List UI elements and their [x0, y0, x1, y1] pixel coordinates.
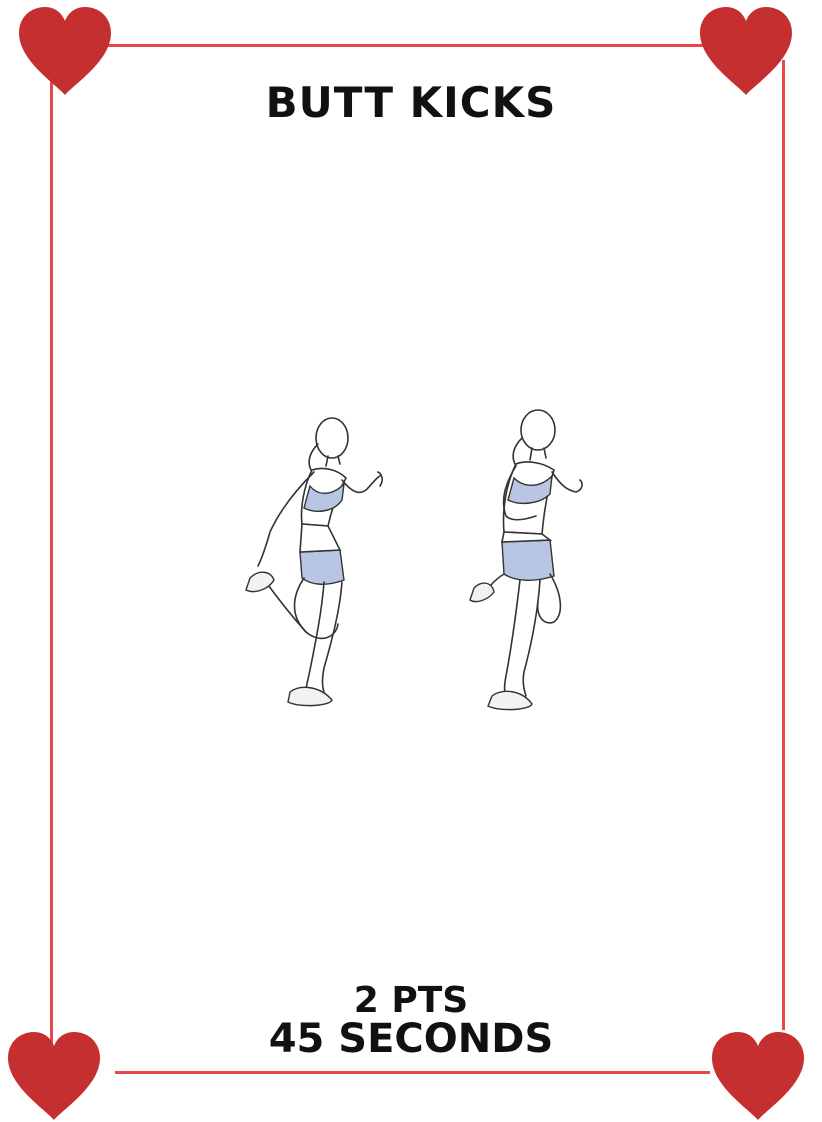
card-border-right — [782, 60, 785, 1030]
heart-icon — [4, 1030, 104, 1122]
exercise-points: 2 PTS — [353, 980, 469, 1021]
heart-icon — [15, 5, 115, 97]
figure-run-pose — [469, 409, 583, 711]
heart-icon — [696, 5, 796, 97]
heart-icon — [708, 1030, 808, 1122]
card-border-bottom — [115, 1071, 710, 1074]
exercise-duration: 45 SECONDS — [268, 1016, 554, 1062]
card-border-top — [60, 44, 750, 47]
card-border-left — [50, 60, 53, 1070]
exercise-title: BUTT KICKS — [265, 78, 557, 127]
figure-kick-pose — [245, 417, 383, 707]
butt-kicks-exercise-illustration — [220, 400, 600, 720]
